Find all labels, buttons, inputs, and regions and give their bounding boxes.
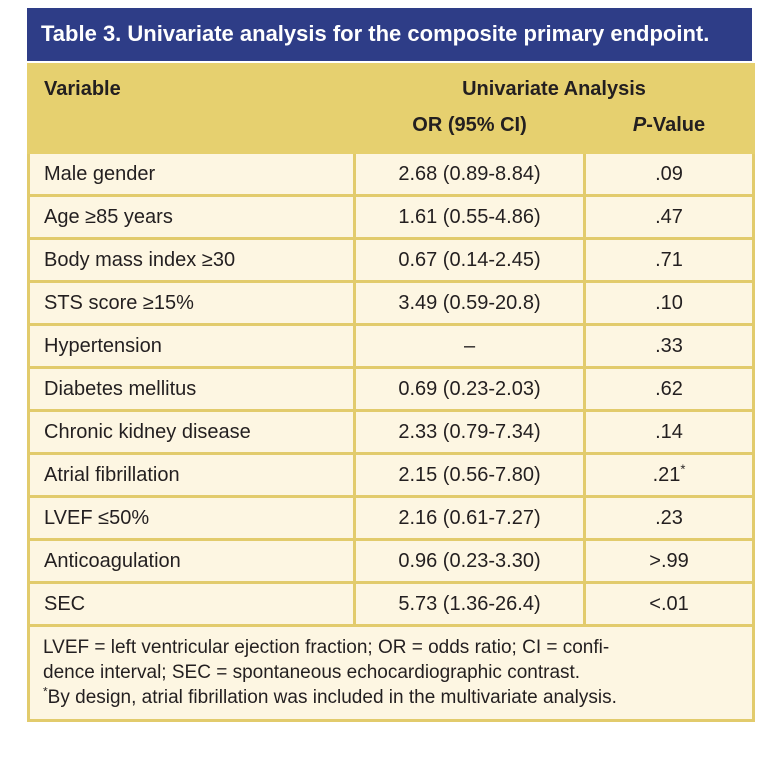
- p-value-cell: .62: [582, 366, 756, 412]
- or-ci-cell: 5.73 (1.36-26.4): [353, 581, 586, 627]
- table-row: LVEF ≤50% 2.16 (0.61-7.27) .23: [27, 495, 756, 541]
- variable-cell: STS score ≥15%: [27, 280, 356, 326]
- footnote-text: By design, atrial fibrillation was inclu…: [47, 687, 617, 708]
- or-ci-cell: 0.96 (0.23-3.30): [353, 538, 586, 584]
- table-row: SEC 5.73 (1.36-26.4) <.01: [27, 581, 756, 627]
- p-value-cell: .33: [582, 323, 756, 369]
- table-row: STS score ≥15% 3.49 (0.59-20.8) .10: [27, 280, 756, 326]
- footnote-row: LVEF = left ventricular ejection fractio…: [26, 624, 756, 722]
- variable-cell: Anticoagulation: [27, 538, 356, 584]
- p-value-rest: -Value: [646, 114, 706, 136]
- table-row: Male gender 2.68 (0.89-8.84) .09: [27, 151, 756, 197]
- p-value-cell: .47: [582, 194, 756, 240]
- variable-cell: Male gender: [27, 151, 356, 197]
- p-value-cell: .14: [582, 409, 756, 455]
- p-value-cell: >.99: [582, 538, 756, 584]
- table-row: Chronic kidney disease 2.33 (0.79-7.34) …: [27, 409, 756, 455]
- header-row-group: Variable Univariate Analysis: [27, 63, 756, 154]
- or-ci-cell: 2.16 (0.61-7.27): [353, 495, 586, 541]
- variable-cell: Body mass index ≥30: [27, 237, 356, 283]
- column-header-variable: Variable: [27, 63, 356, 154]
- or-ci-cell: 2.33 (0.79-7.34): [353, 409, 586, 455]
- footnote-abbreviations-line1: LVEF = left ventricular ejection fractio…: [43, 637, 610, 658]
- or-ci-cell: –: [353, 323, 586, 369]
- p-value-cell: .09: [582, 151, 756, 197]
- variable-cell: Hypertension: [27, 323, 356, 369]
- or-ci-cell: 0.67 (0.14-2.45): [353, 237, 586, 283]
- table-row: Hypertension – .33: [27, 323, 756, 369]
- or-ci-cell: 0.69 (0.23-2.03): [353, 366, 586, 412]
- footnote-asterisk-note: *By design, atrial fibrillation was incl…: [43, 685, 740, 710]
- p-value-italic-p: P: [632, 114, 647, 136]
- column-header-or-ci: OR (95% CI): [353, 105, 586, 154]
- table-footnote: LVEF = left ventricular ejection fractio…: [26, 624, 756, 722]
- column-group-univariate-analysis: Univariate Analysis: [352, 63, 756, 108]
- table-row: Diabetes mellitus 0.69 (0.23-2.03) .62: [27, 366, 756, 412]
- variable-cell: SEC: [27, 581, 356, 627]
- footnote-cell: LVEF = left ventricular ejection fractio…: [26, 624, 756, 722]
- variable-cell: Chronic kidney disease: [27, 409, 356, 455]
- footnote-abbreviations-line2: dence interval; SEC = spontaneous echoca…: [43, 662, 581, 683]
- table-row: Atrial fibrillation 2.15 (0.56-7.80) .21…: [27, 452, 756, 498]
- table-row: Age ≥85 years 1.61 (0.55-4.86) .47: [27, 194, 756, 240]
- p-value-cell: <.01: [582, 581, 756, 627]
- footnote-marker: *: [43, 684, 48, 699]
- p-value-cell: .23: [582, 495, 756, 541]
- variable-cell: Atrial fibrillation: [27, 452, 356, 498]
- column-header-p-value: P-Value: [582, 105, 756, 154]
- p-value-cell: .71: [582, 237, 756, 283]
- univariate-analysis-table: Variable Univariate Analysis OR (95% CI)…: [26, 63, 756, 722]
- table-header: Variable Univariate Analysis OR (95% CI)…: [27, 63, 756, 154]
- or-ci-cell: 1.61 (0.55-4.86): [353, 194, 586, 240]
- p-footnote-marker: *: [680, 461, 686, 477]
- variable-cell: Diabetes mellitus: [27, 366, 356, 412]
- p-value-cell: .10: [582, 280, 756, 326]
- header-row-subcolumns: OR (95% CI) P-Value: [29, 105, 756, 154]
- p-value-cell: .21*: [582, 452, 756, 498]
- or-ci-cell: 2.68 (0.89-8.84): [353, 151, 586, 197]
- variable-cell: LVEF ≤50%: [27, 495, 356, 541]
- table-row: Anticoagulation 0.96 (0.23-3.30) >.99: [27, 538, 756, 584]
- table-title: Table 3. Univariate analysis for the com…: [27, 8, 752, 61]
- or-ci-cell: 2.15 (0.56-7.80): [353, 452, 586, 498]
- table-body: Male gender 2.68 (0.89-8.84) .09 Age ≥85…: [27, 151, 756, 627]
- table-row: Body mass index ≥30 0.67 (0.14-2.45) .71: [27, 237, 756, 283]
- variable-cell: Age ≥85 years: [27, 194, 356, 240]
- or-ci-cell: 3.49 (0.59-20.8): [353, 280, 586, 326]
